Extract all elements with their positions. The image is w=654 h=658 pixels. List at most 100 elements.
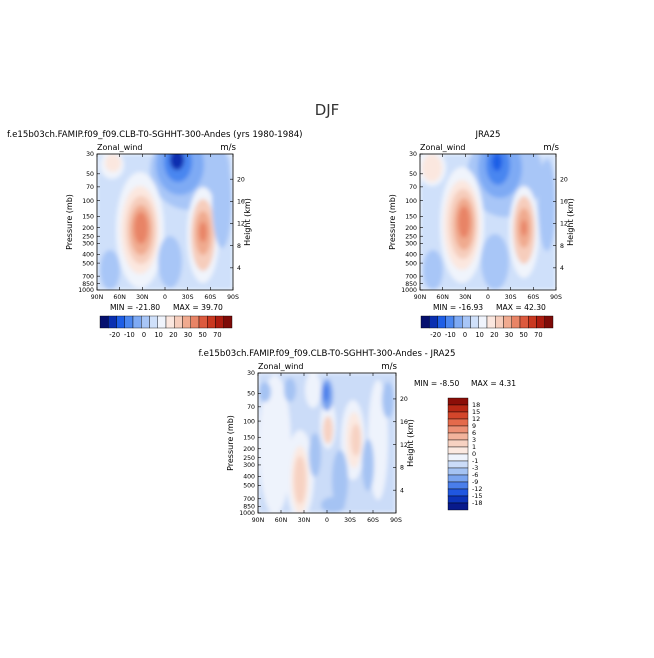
- panel-c-y-right-tick-label: 4: [400, 487, 404, 494]
- panel-b-colorbar-swatch: [420, 315, 430, 329]
- panel-a-colorbar-label: 20: [169, 331, 177, 339]
- panel-b-y-tick-label: 1000: [401, 287, 417, 294]
- panel-c-y-tick-label: 400: [243, 474, 255, 481]
- panel-c-y-tick-label: 200: [243, 446, 255, 453]
- panel-a-x-tick-label: 30S: [182, 294, 194, 301]
- panel-c-max-label: MAX = 4.31: [471, 379, 516, 388]
- panel-c-colorbar-label: -18: [472, 499, 482, 507]
- panel-a: f.e15b03ch.FAMIP.f09_f09.CLB-T0-SGHHT-30…: [7, 130, 303, 339]
- svg-text:Height (km): Height (km): [406, 419, 415, 467]
- panel-a-y-tick-label: 70: [86, 184, 94, 191]
- panel-a-colorbar-swatch: [157, 315, 167, 329]
- panel-a-min-label: MIN = -21.80: [110, 303, 160, 312]
- panel-c-title: f.e15b03ch.FAMIP.f09_f09.CLB-T0-SGHHT-30…: [199, 349, 456, 359]
- panel-c-colorbar-label: 6: [472, 429, 476, 437]
- panel-a-y-tick-label: 1000: [78, 287, 94, 294]
- panel-c-colorbar-swatch: [447, 467, 469, 476]
- panel-a-x-tick-label: 60S: [204, 294, 216, 301]
- panel-c-ylabel-right: Height (km): [406, 419, 415, 467]
- panel-b-y-tick-label: 50: [409, 171, 417, 178]
- panel-a-colorbar-swatch: [99, 315, 109, 329]
- panel-b-colorbar-swatch: [470, 315, 479, 329]
- panel-c-colorbar-swatch: [447, 481, 469, 490]
- panel-a-colorbar-swatch: [207, 315, 216, 329]
- panel-a-colorbar-swatch: [182, 315, 191, 329]
- panel-b-colorbar-swatch: [437, 315, 446, 329]
- panel-a-y-right-tick-label: 8: [237, 243, 241, 250]
- panel-b-field: [420, 154, 556, 290]
- panel-a-colorbar-label: 30: [184, 331, 192, 339]
- panel-a-y-tick-label: 30: [86, 151, 94, 158]
- panel-b-y-tick-label: 30: [409, 151, 417, 158]
- panel-a-x-tick-label: 90N: [91, 294, 104, 301]
- panel-a-colorbar-label: 50: [198, 331, 206, 339]
- panel-b-y-right-tick-label: 20: [560, 176, 568, 183]
- svg-text:Height (km): Height (km): [243, 198, 252, 246]
- panel-c-units: m/s: [381, 362, 397, 372]
- panel-b-colorbar-swatch: [511, 315, 521, 329]
- panel-b-y-tick-label: 400: [405, 252, 417, 259]
- panel-c-ylabel: Pressure (mb): [226, 415, 235, 471]
- panel-c-colorbar-swatch: [447, 474, 469, 483]
- panel-b-y-tick-label: 100: [405, 198, 417, 205]
- panel-a-colorbar-swatch: [190, 315, 200, 329]
- panel-c-min-label: MIN = -8.50: [414, 379, 459, 388]
- panel-b-colorbar-label: -20: [430, 331, 441, 339]
- panel-b-y-tick-label: 300: [405, 241, 417, 248]
- panel-c-colorbar-label: -12: [472, 485, 482, 493]
- panel-b-colorbar-swatch: [544, 315, 554, 329]
- panel-a-y-tick-label: 500: [82, 260, 94, 267]
- panel-c-colorbar-label: -15: [472, 492, 482, 500]
- panel-c-x-tick-label: 0: [325, 517, 329, 524]
- panel-b-colorbar-swatch: [462, 315, 471, 329]
- panel-b-colorbar-swatch: [445, 315, 455, 329]
- panel-c-x-tick-label: 60S: [367, 517, 379, 524]
- panel-a-colorbar-swatch: [174, 315, 183, 329]
- panel-b-min-label: MIN = -16.93: [433, 303, 483, 312]
- panel-b-colorbar-label: -10: [445, 331, 456, 339]
- panel-c-colorbar-swatch: [447, 411, 469, 420]
- panel-a-colorbar-swatch: [215, 315, 224, 329]
- panel-b-y-tick-label: 150: [405, 214, 417, 221]
- panel-b-title: JRA25: [475, 130, 501, 140]
- panel-c-colorbar-label: 18: [472, 401, 480, 409]
- panel-a-y-tick-label: 150: [82, 214, 94, 221]
- panel-b-y-tick-label: 200: [405, 225, 417, 232]
- panel-a-colorbar-swatch: [108, 315, 117, 329]
- panel-c-y-tick-label: 850: [243, 504, 255, 511]
- panel-c-colorbar-swatch: [447, 453, 469, 462]
- panel-c-colorbar-swatch: [447, 404, 469, 413]
- panel-b-colorbar-label: 20: [490, 331, 498, 339]
- panel-b-colorbar-swatch: [486, 315, 496, 329]
- panel-c-colorbar-label: 15: [472, 408, 480, 416]
- panel-b-colorbar-swatch: [495, 315, 504, 329]
- panel-c-colorbar-swatch: [447, 439, 469, 448]
- panel-a-colorbar-swatch: [124, 315, 134, 329]
- panel-a-colorbar-swatch: [223, 315, 233, 329]
- panel-c-y-tick-label: 70: [247, 404, 255, 411]
- panel-a-ylabel-right: Height (km): [243, 198, 252, 246]
- panel-a-x-tick-label: 30N: [136, 294, 149, 301]
- figure-title: DJF: [315, 101, 340, 119]
- panel-a-colorbar-label: 70: [213, 331, 221, 339]
- panel-c-colorbar-label: 9: [472, 422, 476, 430]
- panel-b-ylabel-right: Height (km): [566, 198, 575, 246]
- panel-b-units: m/s: [543, 143, 559, 153]
- panel-c-y-tick-label: 700: [243, 496, 255, 503]
- panel-a-y-tick-label: 700: [82, 273, 94, 280]
- panel-c-x-tick-label: 90S: [390, 517, 402, 524]
- svg-text:Pressure (mb): Pressure (mb): [226, 415, 235, 471]
- panel-c-field: [258, 373, 396, 513]
- panel-a-y-tick-label: 250: [82, 233, 94, 240]
- panel-a-y-tick-label: 850: [82, 281, 94, 288]
- panel-a-colorbar-swatch: [132, 315, 142, 329]
- panel-c-y-right-tick-label: 20: [400, 396, 408, 403]
- panel-c-colorbar-swatch: [447, 502, 469, 511]
- panel-b-colorbar-label: 10: [475, 331, 483, 339]
- panel-b-y-tick-label: 70: [409, 184, 417, 191]
- panel-a-colorbar-swatch: [149, 315, 158, 329]
- panel-a-colorbar-label: 10: [154, 331, 162, 339]
- panel-a-title: f.e15b03ch.FAMIP.f09_f09.CLB-T0-SGHHT-30…: [7, 130, 303, 140]
- panel-b-colorbar-label: 70: [534, 331, 542, 339]
- panel-c-colorbar-swatch: [447, 418, 469, 427]
